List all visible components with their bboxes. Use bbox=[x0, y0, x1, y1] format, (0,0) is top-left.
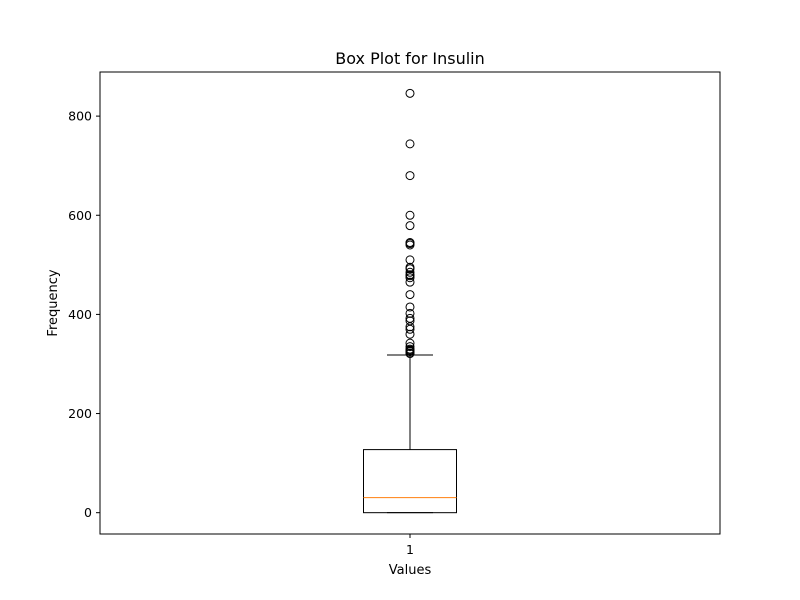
outlier-point bbox=[405, 349, 415, 359]
y-tick-label: 600 bbox=[68, 208, 92, 223]
outlier-point bbox=[405, 171, 415, 181]
y-tick-label: 400 bbox=[68, 307, 92, 322]
outlier-point bbox=[405, 277, 415, 287]
y-axis: 0 200 400 600 800 bbox=[68, 109, 100, 520]
y-axis-label: Frequency bbox=[46, 269, 61, 336]
outlier-point bbox=[405, 267, 415, 277]
y-tick-label: 0 bbox=[84, 505, 92, 520]
box-iqr bbox=[363, 449, 457, 514]
outlier-point bbox=[405, 342, 415, 352]
outlier-point bbox=[405, 88, 415, 98]
outlier-point bbox=[405, 322, 415, 332]
outlier-point bbox=[405, 302, 415, 312]
x-tick-label: 1 bbox=[406, 542, 414, 557]
outlier-point bbox=[405, 255, 415, 265]
outlier-point bbox=[405, 308, 415, 318]
outlier-point bbox=[405, 329, 415, 339]
outlier-point bbox=[405, 210, 415, 220]
outlier-point bbox=[405, 324, 415, 334]
chart-title: Box Plot for Insulin bbox=[335, 49, 485, 68]
outlier-point bbox=[405, 221, 415, 231]
outlier-point bbox=[405, 240, 415, 250]
plot-area bbox=[363, 88, 457, 514]
y-tick-label: 800 bbox=[68, 109, 92, 124]
outlier-point bbox=[405, 139, 415, 149]
x-axis: 1 bbox=[406, 534, 414, 557]
outlier-point bbox=[405, 264, 415, 274]
y-tick-label: 200 bbox=[68, 406, 92, 421]
x-axis-label: Values bbox=[389, 563, 432, 578]
outlier-point bbox=[405, 290, 415, 300]
outlier-point bbox=[405, 273, 415, 283]
